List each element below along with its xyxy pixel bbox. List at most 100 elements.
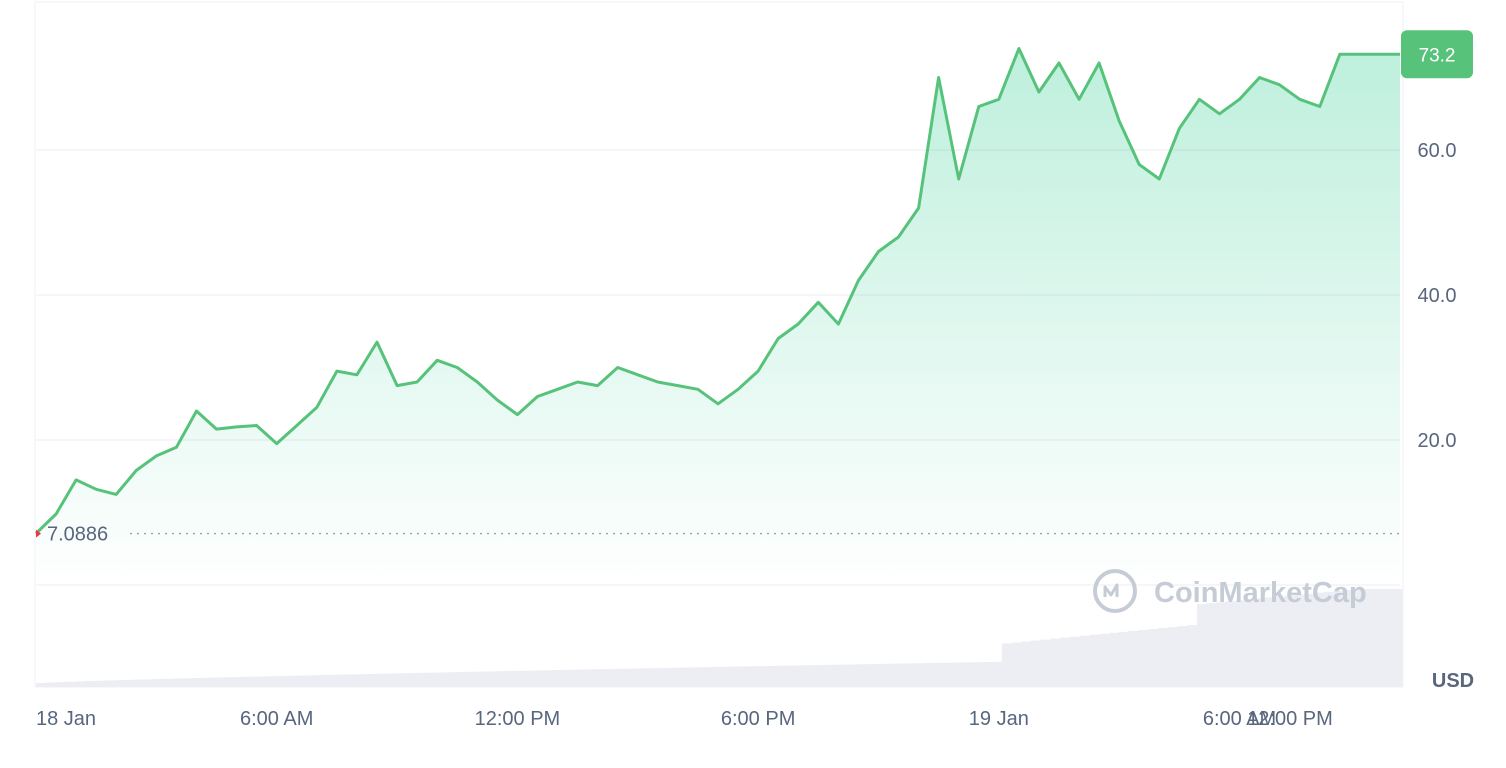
volume-bar [514, 670, 525, 687]
volume-bar [172, 678, 183, 687]
volume-bar [435, 672, 447, 687]
volume-bar [318, 675, 330, 687]
volume-bar [523, 670, 535, 687]
volume-bar [123, 679, 135, 687]
volume-bar [328, 674, 340, 687]
coinmarketcap-logo-icon [1093, 569, 1137, 613]
x-axis: 18 Jan 6:00 AM 12:00 PM 6:00 PM 19 Jan 6:00 A… [36, 708, 1333, 730]
volume-bar [1011, 642, 1022, 687]
volume-bar [299, 675, 310, 687]
volume-bar [1128, 630, 1139, 687]
volume-bar [494, 671, 505, 687]
volume-bar [621, 668, 632, 687]
current-price-badge: 73.2 [1401, 30, 1473, 79]
volume-bar [357, 674, 369, 687]
currency-label: USD [1432, 670, 1474, 692]
volume-bar [572, 669, 583, 687]
volume-bar [1372, 589, 1383, 687]
volume-bar [133, 679, 144, 687]
price-area-fill [36, 48, 1400, 585]
x-tick-label: 12:00 PM [1247, 708, 1333, 730]
x-tick-label: 12:00 PM [475, 708, 561, 730]
volume-bar [865, 664, 876, 687]
current-price-label: 73.2 [1419, 45, 1456, 66]
volume-bar [1226, 601, 1237, 687]
volume-bar [1099, 633, 1110, 687]
volume-bar [582, 669, 593, 687]
volume-bar [923, 663, 935, 687]
volume-bar [601, 669, 613, 687]
x-tick-label: 6:00 AM [1203, 708, 1276, 730]
volume-bar [592, 669, 603, 687]
volume-bar [250, 676, 261, 687]
volume-bar [1050, 638, 1061, 687]
volume-bar [670, 667, 681, 687]
volume-bar [777, 665, 788, 687]
volume-bar [1021, 641, 1032, 687]
volume-bar [55, 682, 66, 687]
volume-bar [953, 662, 964, 687]
volume-bar [1382, 589, 1393, 687]
volume-bar [406, 673, 418, 687]
volume-bar [367, 673, 379, 687]
volume-bar [679, 667, 691, 687]
volume-bar [1060, 637, 1071, 687]
volume-bar [36, 683, 47, 687]
x-tick-label: 6:00 PM [721, 708, 795, 730]
volume-bar [1255, 598, 1266, 687]
current-price-badge-bg [1401, 30, 1473, 79]
volume-bar [211, 677, 222, 687]
watermark-text: CoinMarketCap [1154, 577, 1367, 609]
volume-bar [718, 666, 730, 687]
volume-bar [640, 668, 652, 687]
volume-bar [553, 670, 564, 687]
volume-bar [992, 661, 1003, 687]
volume-bar [338, 674, 349, 687]
volume-bar [94, 680, 105, 687]
volume-bar [748, 666, 759, 687]
volume-bar [45, 682, 57, 687]
volume-bar [1177, 626, 1188, 687]
volume-bar [884, 663, 896, 687]
volume-bar [533, 670, 544, 687]
volume-bar [309, 675, 320, 687]
volume-bar [835, 664, 847, 687]
volume-bar [416, 672, 427, 687]
volume-bar [982, 662, 993, 687]
x-tick-label: 19 Jan [969, 708, 1029, 730]
volume-bar [1235, 600, 1247, 687]
volume-bar [143, 679, 154, 687]
volume-bar [1313, 592, 1325, 687]
volume-bar [1031, 640, 1042, 687]
volume-bar [972, 662, 983, 687]
volume-bar [1245, 599, 1257, 687]
volume-bar [699, 667, 710, 687]
volume-bar [1167, 627, 1178, 687]
volume-bar [1216, 602, 1227, 687]
volume-bar [260, 676, 271, 687]
volume-bar [855, 664, 866, 687]
volume-bar [84, 681, 96, 687]
volume-bar [221, 677, 232, 687]
volume-bar [465, 671, 476, 687]
volume-bar [201, 677, 213, 687]
volume-bar [1138, 629, 1149, 687]
volume-bar [1323, 591, 1335, 687]
price-line [34, 47, 1400, 535]
volume-bar [1352, 589, 1364, 687]
volume-bar [182, 678, 193, 687]
volume-bar [787, 665, 798, 687]
x-tick-label: 6:00 AM [240, 708, 313, 730]
volume-bar [1109, 632, 1120, 687]
volume-bar [816, 665, 827, 687]
volume-bar [114, 680, 125, 687]
volume-bar [806, 665, 818, 687]
volume-bars [36, 589, 1403, 687]
volume-bar [1001, 643, 1013, 687]
volume-bar [913, 663, 925, 687]
volume-bar [1333, 590, 1344, 687]
volume-bar [192, 678, 203, 687]
volume-bar [631, 668, 642, 687]
volume-bar [270, 676, 281, 687]
